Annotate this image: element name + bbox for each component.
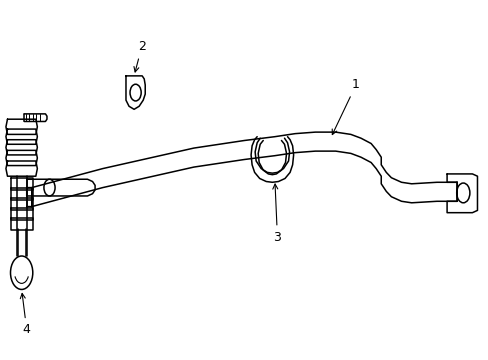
- Text: 4: 4: [20, 293, 31, 336]
- Text: 2: 2: [134, 40, 145, 72]
- Text: 3: 3: [272, 184, 281, 243]
- Text: 1: 1: [331, 78, 359, 135]
